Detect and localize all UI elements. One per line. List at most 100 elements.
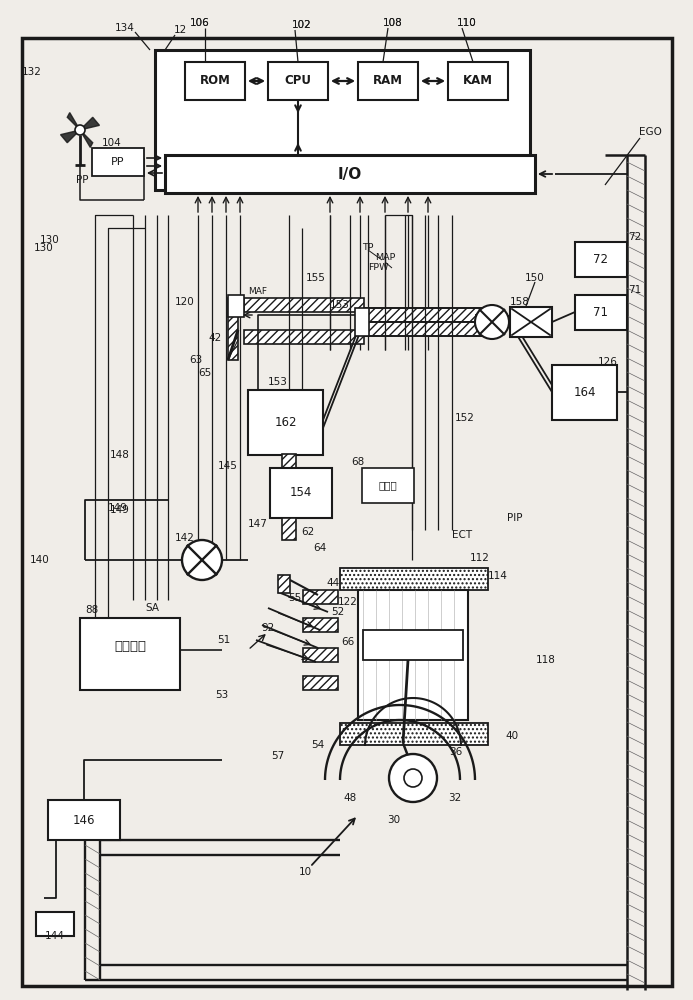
Polygon shape [67, 113, 80, 130]
Text: 32: 32 [448, 793, 462, 803]
Text: 44: 44 [326, 578, 340, 588]
Text: 130: 130 [34, 243, 54, 253]
Bar [165, 155, 535, 193]
Text: I/O: I/O [338, 166, 362, 182]
Text: 149: 149 [110, 505, 130, 515]
Text: 106: 106 [190, 18, 210, 28]
Bar [358, 590, 468, 720]
Text: 57: 57 [272, 751, 285, 761]
Text: 153: 153 [268, 377, 288, 387]
Text: 152: 152 [455, 413, 475, 423]
Bar [355, 308, 369, 336]
Circle shape [75, 125, 85, 135]
Text: 126: 126 [598, 357, 618, 367]
Polygon shape [80, 130, 93, 147]
Text: RAM: RAM [373, 75, 403, 88]
Text: 30: 30 [387, 815, 401, 825]
Text: 102: 102 [292, 20, 312, 30]
Text: 52: 52 [331, 607, 344, 617]
Bar [282, 518, 296, 540]
Text: ROM: ROM [200, 75, 231, 88]
Text: 146: 146 [73, 814, 95, 826]
Circle shape [182, 540, 222, 580]
Text: 104: 104 [102, 138, 122, 148]
Bar [448, 62, 508, 100]
Text: 122: 122 [338, 597, 358, 607]
Bar [52, 215, 642, 982]
Text: 145: 145 [218, 461, 238, 471]
Text: 158: 158 [510, 297, 530, 307]
Text: KAM: KAM [463, 75, 493, 88]
Text: 147: 147 [248, 519, 268, 529]
Bar [155, 50, 530, 190]
Text: PP: PP [112, 157, 125, 167]
Text: 40: 40 [505, 731, 518, 741]
Text: 42: 42 [209, 333, 222, 343]
Text: 64: 64 [313, 543, 326, 553]
Text: 108: 108 [383, 18, 403, 28]
Text: 154: 154 [290, 487, 312, 499]
Bar [303, 618, 338, 632]
Text: 120: 120 [175, 297, 195, 307]
Text: EGO: EGO [638, 127, 661, 137]
Text: 55: 55 [288, 593, 301, 603]
Bar [364, 308, 494, 322]
Bar [278, 575, 290, 593]
Text: 48: 48 [343, 793, 357, 803]
Text: 108: 108 [383, 18, 403, 28]
Text: 155: 155 [306, 273, 326, 283]
Text: 51: 51 [218, 635, 231, 645]
Text: ECT: ECT [452, 530, 472, 540]
Circle shape [389, 754, 437, 802]
Bar [48, 800, 120, 840]
Text: PIP: PIP [507, 513, 523, 523]
Text: 53: 53 [216, 690, 229, 700]
Text: 92: 92 [261, 623, 274, 633]
Bar [303, 676, 338, 690]
Text: 66: 66 [342, 637, 355, 647]
Bar [38, 200, 656, 982]
Bar [268, 62, 328, 100]
Text: MAP: MAP [375, 253, 395, 262]
Bar [340, 723, 488, 745]
Text: 112: 112 [470, 553, 490, 563]
Bar [185, 62, 245, 100]
Bar [244, 298, 364, 312]
Bar [228, 295, 244, 317]
Bar [282, 454, 296, 476]
Bar [575, 295, 627, 330]
Circle shape [475, 305, 509, 339]
Bar [65, 228, 627, 980]
Text: TP: TP [362, 243, 374, 252]
Text: 72: 72 [593, 253, 608, 266]
Bar [80, 618, 180, 690]
Bar [362, 468, 414, 503]
Bar [244, 330, 364, 344]
Polygon shape [60, 130, 80, 143]
Text: 150: 150 [525, 273, 545, 283]
Text: 130: 130 [40, 235, 60, 245]
Text: 144: 144 [45, 931, 65, 941]
Text: 162: 162 [274, 416, 297, 429]
Polygon shape [80, 117, 100, 130]
Bar [303, 590, 338, 604]
Text: 110: 110 [457, 18, 477, 28]
Bar [363, 630, 463, 660]
Text: 72: 72 [629, 232, 642, 242]
Bar [552, 365, 617, 420]
Bar [270, 468, 332, 518]
Text: 10: 10 [299, 867, 312, 877]
Text: 驱动器: 驱动器 [378, 481, 397, 490]
Text: 68: 68 [351, 457, 365, 467]
Text: 点火系统: 点火系统 [114, 640, 146, 652]
Text: 140: 140 [30, 555, 50, 565]
Bar [78, 242, 613, 979]
Bar [92, 148, 144, 176]
Text: 36: 36 [449, 747, 463, 757]
Text: MAF: MAF [249, 286, 267, 296]
Text: 149: 149 [108, 503, 128, 513]
Text: 62: 62 [301, 527, 315, 537]
Text: PP: PP [76, 175, 88, 185]
Text: 110: 110 [457, 18, 477, 28]
Bar [36, 912, 74, 936]
